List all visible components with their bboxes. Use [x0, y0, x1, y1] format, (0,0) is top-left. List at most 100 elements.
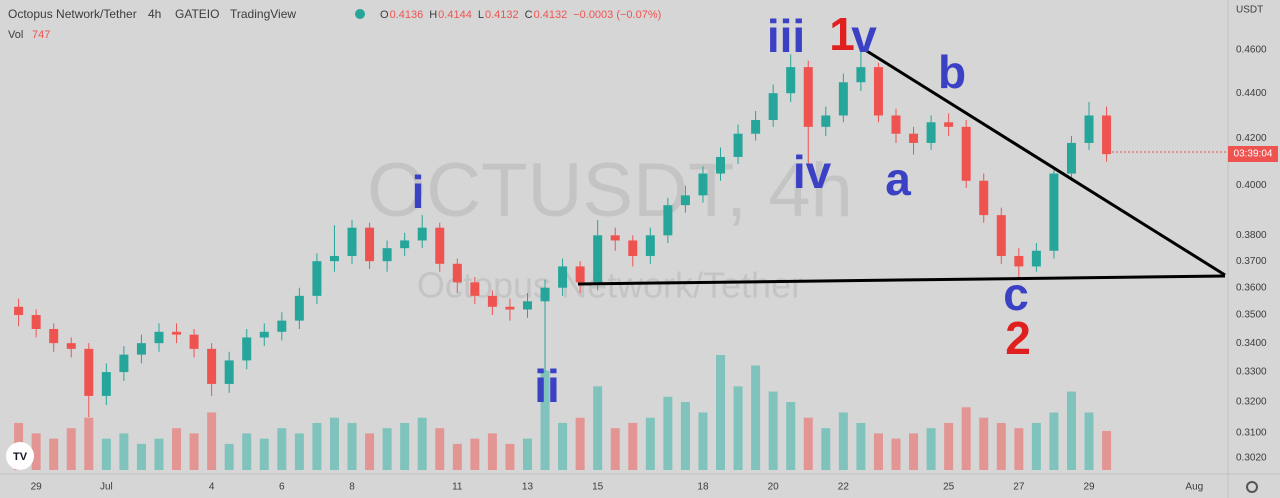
- watermark-title: OCTUSDT, 4h: [367, 148, 853, 233]
- candle-body: [1014, 255, 1024, 267]
- volume-bar: [470, 438, 480, 470]
- candle-body: [172, 331, 182, 335]
- candle-body: [14, 306, 24, 316]
- candle-body: [505, 306, 515, 310]
- candle-body: [136, 343, 146, 355]
- interval[interactable]: 4h: [148, 7, 161, 21]
- volume-bar: [1031, 422, 1041, 470]
- x-tick-label: 4: [209, 482, 215, 493]
- candle-body: [716, 156, 726, 174]
- candle-body: [119, 354, 129, 373]
- candle-body: [1102, 115, 1112, 155]
- volume-bar: [751, 365, 761, 470]
- candle-body: [487, 295, 497, 307]
- ohlc-label: H: [429, 9, 437, 21]
- ohlc-label: C: [525, 9, 533, 21]
- y-tick-label: 0.3200: [1236, 397, 1267, 408]
- candle-body: [84, 348, 94, 396]
- candle-body: [856, 67, 866, 83]
- ohlc-label: O: [380, 9, 389, 21]
- candle-body: [1049, 173, 1059, 251]
- candle-body: [751, 120, 761, 134]
- candle-body: [1084, 115, 1094, 143]
- candle-body: [979, 180, 989, 216]
- volume-bar: [49, 438, 59, 470]
- ohlc-legend: O 0.4136 H 0.4144 L 0.4132 C 0.4132 −0.0003 (−0.…: [380, 9, 661, 21]
- x-tick-label: 8: [349, 482, 355, 493]
- symbol[interactable]: Octopus Network/Tether: [8, 7, 137, 21]
- volume-bar: [207, 412, 217, 470]
- candle-body: [944, 122, 954, 127]
- volume-bar: [189, 433, 199, 470]
- countdown-box: [1228, 146, 1278, 162]
- x-tick-label: 13: [522, 482, 534, 493]
- volume-bar: [803, 417, 813, 470]
- volume-bar: [224, 443, 234, 470]
- source: TradingView: [230, 7, 296, 21]
- volume-bar: [891, 438, 901, 470]
- logo[interactable]: [6, 442, 34, 470]
- volume-bar: [277, 428, 287, 470]
- candle-body: [347, 227, 357, 256]
- candle-body: [540, 287, 550, 302]
- x-tick-label: 15: [592, 482, 604, 493]
- candle-body: [189, 334, 199, 349]
- candle-body: [259, 331, 269, 338]
- candle-body: [154, 331, 164, 344]
- volume-bar: [558, 422, 568, 470]
- candle-body: [803, 67, 813, 127]
- candle-body: [926, 122, 936, 143]
- x-tick-label: 11: [452, 482, 463, 493]
- candle-body: [610, 235, 620, 241]
- volume-bar: [84, 417, 94, 470]
- candle-body: [277, 320, 287, 332]
- candle-body: [101, 372, 111, 396]
- currency-label[interactable]: USDT: [1236, 5, 1263, 16]
- volume-bar: [856, 422, 866, 470]
- candle-body: [31, 315, 41, 329]
- x-tick-label: 27: [1013, 482, 1025, 493]
- candle-body: [961, 126, 971, 181]
- x-tick-label: 20: [768, 482, 780, 493]
- volume-bar: [838, 412, 848, 470]
- volume-bar: [242, 433, 252, 470]
- y-tick-label: 0.4600: [1236, 45, 1267, 56]
- candle-body: [224, 360, 234, 384]
- y-tick-label: 0.3400: [1236, 338, 1267, 349]
- candle-body: [470, 282, 480, 296]
- volume-bar: [944, 422, 954, 470]
- volume-bar: [716, 355, 726, 470]
- volume-bar: [996, 422, 1006, 470]
- candle-body: [522, 301, 532, 310]
- volume-bar: [487, 433, 497, 470]
- volume-bar: [698, 412, 708, 470]
- candle-body: [593, 235, 603, 283]
- candle-body: [242, 337, 252, 361]
- y-tick-label: 0.3020: [1236, 453, 1267, 464]
- settings-icon[interactable]: [1246, 481, 1258, 493]
- x-tick-label: 22: [838, 482, 850, 493]
- volume-bar: [136, 443, 146, 470]
- plot-area: [14, 50, 1112, 470]
- candle-body: [382, 248, 392, 262]
- volume-bar: [645, 417, 655, 470]
- volume-bar: [663, 396, 673, 470]
- volume-bar: [540, 370, 550, 470]
- x-tick-label: 18: [697, 482, 709, 493]
- candle-body: [733, 133, 743, 157]
- y-tick-label: 0.3700: [1236, 256, 1267, 267]
- x-tick-label: 29: [1083, 482, 1095, 493]
- exchange: GATEIO: [175, 7, 219, 21]
- candle-body: [698, 173, 708, 196]
- candle-body: [821, 115, 831, 127]
- y-tick-label: 0.3500: [1236, 310, 1267, 321]
- candle-body: [294, 295, 304, 321]
- volume-bar: [172, 428, 182, 470]
- volume-bar: [680, 402, 690, 470]
- volume-bar: [593, 386, 603, 470]
- candle-body: [838, 82, 848, 116]
- wave-label: a: [885, 153, 911, 205]
- x-tick-label: Jul: [100, 482, 113, 493]
- wave-label: c: [1003, 268, 1029, 320]
